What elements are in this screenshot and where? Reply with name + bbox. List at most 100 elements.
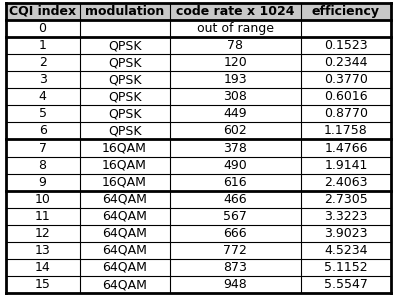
Text: 308: 308 bbox=[223, 90, 247, 103]
Text: 3.9023: 3.9023 bbox=[324, 227, 368, 240]
Bar bbox=[170, 276, 301, 293]
Text: 772: 772 bbox=[223, 244, 247, 257]
Bar bbox=[301, 54, 391, 71]
Bar bbox=[79, 3, 170, 20]
Text: 13: 13 bbox=[35, 244, 51, 257]
Bar bbox=[6, 225, 79, 242]
Bar bbox=[170, 88, 301, 105]
Bar bbox=[6, 71, 79, 88]
Text: 1: 1 bbox=[39, 39, 47, 52]
Text: 12: 12 bbox=[35, 227, 51, 240]
Text: 3: 3 bbox=[39, 73, 47, 86]
Text: 9: 9 bbox=[39, 176, 47, 189]
Bar bbox=[170, 54, 301, 71]
Bar bbox=[79, 88, 170, 105]
Bar bbox=[6, 208, 79, 225]
Bar bbox=[79, 208, 170, 225]
Text: 0.3770: 0.3770 bbox=[324, 73, 368, 86]
Bar bbox=[170, 242, 301, 259]
Bar bbox=[170, 71, 301, 88]
Text: efficiency: efficiency bbox=[312, 5, 380, 18]
Bar bbox=[6, 276, 79, 293]
Bar bbox=[170, 105, 301, 123]
Text: 64QAM: 64QAM bbox=[102, 261, 147, 274]
Bar bbox=[6, 88, 79, 105]
Text: 3.3223: 3.3223 bbox=[324, 210, 368, 223]
Text: 1.4766: 1.4766 bbox=[324, 141, 368, 155]
Text: 64QAM: 64QAM bbox=[102, 278, 147, 291]
Text: 64QAM: 64QAM bbox=[102, 210, 147, 223]
Bar bbox=[79, 105, 170, 123]
Bar bbox=[170, 225, 301, 242]
Bar bbox=[170, 173, 301, 191]
Bar bbox=[301, 242, 391, 259]
Text: QPSK: QPSK bbox=[108, 56, 141, 69]
Bar bbox=[301, 157, 391, 173]
Text: out of range: out of range bbox=[197, 22, 274, 35]
Text: 7: 7 bbox=[39, 141, 47, 155]
Bar bbox=[79, 173, 170, 191]
Text: 5.1152: 5.1152 bbox=[324, 261, 368, 274]
Bar bbox=[301, 191, 391, 208]
Bar bbox=[79, 54, 170, 71]
Text: 2.4063: 2.4063 bbox=[324, 176, 368, 189]
Bar bbox=[79, 123, 170, 139]
Text: 64QAM: 64QAM bbox=[102, 227, 147, 240]
Text: 16QAM: 16QAM bbox=[102, 141, 147, 155]
Bar bbox=[6, 37, 79, 54]
Text: 14: 14 bbox=[35, 261, 51, 274]
Text: 0.2344: 0.2344 bbox=[324, 56, 368, 69]
Bar bbox=[170, 191, 301, 208]
Text: 602: 602 bbox=[224, 124, 247, 137]
Bar bbox=[301, 208, 391, 225]
Bar bbox=[170, 123, 301, 139]
Text: 64QAM: 64QAM bbox=[102, 193, 147, 206]
Text: 10: 10 bbox=[35, 193, 51, 206]
Bar bbox=[6, 259, 79, 276]
Text: 5.5547: 5.5547 bbox=[324, 278, 368, 291]
Bar bbox=[170, 37, 301, 54]
Text: 378: 378 bbox=[223, 141, 247, 155]
Text: 78: 78 bbox=[227, 39, 243, 52]
Bar bbox=[6, 105, 79, 123]
Bar bbox=[79, 157, 170, 173]
Text: QPSK: QPSK bbox=[108, 39, 141, 52]
Bar bbox=[79, 242, 170, 259]
Bar bbox=[6, 157, 79, 173]
Bar bbox=[170, 3, 301, 20]
Text: code rate x 1024: code rate x 1024 bbox=[176, 5, 295, 18]
Bar bbox=[79, 20, 391, 37]
Bar bbox=[170, 157, 301, 173]
Bar bbox=[6, 3, 79, 20]
Text: 616: 616 bbox=[224, 176, 247, 189]
Bar bbox=[301, 259, 391, 276]
Bar bbox=[301, 88, 391, 105]
Bar bbox=[79, 37, 170, 54]
Bar bbox=[6, 123, 79, 139]
Text: 5: 5 bbox=[39, 107, 47, 120]
Text: 0.6016: 0.6016 bbox=[324, 90, 368, 103]
Text: 4: 4 bbox=[39, 90, 47, 103]
Text: 0.8770: 0.8770 bbox=[324, 107, 368, 120]
Bar bbox=[301, 173, 391, 191]
Bar bbox=[6, 173, 79, 191]
Bar bbox=[170, 259, 301, 276]
Text: 666: 666 bbox=[224, 227, 247, 240]
Text: 1.1758: 1.1758 bbox=[324, 124, 368, 137]
Bar bbox=[301, 105, 391, 123]
Bar bbox=[79, 225, 170, 242]
Text: 8: 8 bbox=[39, 159, 47, 172]
Text: QPSK: QPSK bbox=[108, 107, 141, 120]
Text: QPSK: QPSK bbox=[108, 90, 141, 103]
Text: 567: 567 bbox=[223, 210, 247, 223]
Text: QPSK: QPSK bbox=[108, 73, 141, 86]
Text: 490: 490 bbox=[224, 159, 247, 172]
Bar bbox=[79, 139, 170, 157]
Text: 449: 449 bbox=[224, 107, 247, 120]
Bar bbox=[301, 37, 391, 54]
Bar bbox=[301, 276, 391, 293]
Text: 0: 0 bbox=[39, 22, 47, 35]
Text: 948: 948 bbox=[224, 278, 247, 291]
Text: 193: 193 bbox=[224, 73, 247, 86]
Bar bbox=[79, 276, 170, 293]
